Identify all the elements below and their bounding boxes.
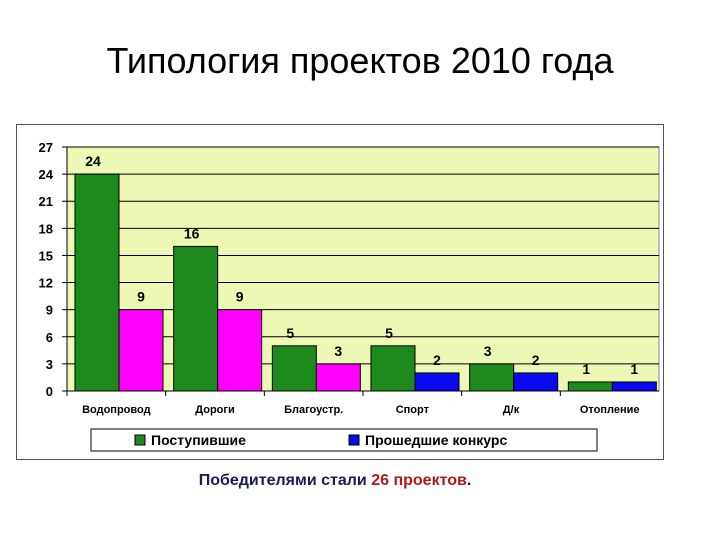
bar-received-0 bbox=[74, 173, 120, 392]
bar-received-5 bbox=[567, 381, 613, 392]
x-tick-label: Д/к bbox=[503, 404, 520, 416]
y-tick-label: 27 bbox=[39, 140, 53, 155]
data-label-received-4: 3 bbox=[484, 343, 492, 359]
y-tick-label: 3 bbox=[46, 357, 53, 372]
bar-received-4 bbox=[469, 363, 515, 392]
y-tick-label: 6 bbox=[46, 330, 53, 345]
data-label-second-0: 9 bbox=[137, 289, 145, 305]
data-label-second-4: 2 bbox=[532, 352, 540, 368]
data-label-second-2: 3 bbox=[334, 343, 342, 359]
data-label-received-2: 5 bbox=[286, 325, 294, 341]
caption-word: проектов bbox=[393, 472, 467, 489]
data-label-second-5: 1 bbox=[630, 361, 638, 377]
bar-second-1 bbox=[217, 309, 263, 392]
x-tick-label: Спорт bbox=[396, 404, 430, 416]
bar-received-1 bbox=[173, 245, 219, 392]
legend-label-1: Прошедшие конкурс bbox=[365, 432, 507, 448]
x-tick-label: Отопление bbox=[580, 404, 640, 416]
y-tick-label: 12 bbox=[39, 276, 53, 291]
legend-swatch-1 bbox=[348, 434, 360, 446]
y-tick-label: 15 bbox=[39, 248, 53, 263]
bar-second-4 bbox=[513, 372, 559, 392]
data-label-received-3: 5 bbox=[385, 325, 393, 341]
bar-second-3 bbox=[414, 372, 460, 392]
caption-suffix: . bbox=[466, 472, 472, 489]
y-tick-label: 0 bbox=[46, 384, 53, 399]
y-tick-label: 21 bbox=[39, 194, 53, 209]
plot-area bbox=[66, 146, 660, 392]
y-tick-label: 9 bbox=[46, 303, 53, 318]
legend-swatch-0 bbox=[134, 434, 146, 446]
y-tick-label: 24 bbox=[39, 167, 54, 182]
summary-caption: Победителями стали 26 проектов. bbox=[0, 472, 670, 490]
legend-box bbox=[90, 428, 598, 452]
legend-label-0: Поступившие bbox=[151, 432, 246, 448]
bar-received-2 bbox=[271, 345, 317, 392]
bar-second-0 bbox=[118, 309, 164, 392]
x-tick-label: Водопровод bbox=[82, 404, 150, 416]
bar-chart: 0369121518212427249Водопровод169Дороги53… bbox=[39, 140, 660, 452]
y-tick-label: 18 bbox=[39, 221, 53, 236]
data-label-second-3: 2 bbox=[433, 352, 441, 368]
data-label-second-1: 9 bbox=[236, 289, 244, 305]
bar-second-2 bbox=[315, 363, 361, 392]
data-label-received-1: 16 bbox=[184, 225, 200, 241]
data-label-received-5: 1 bbox=[582, 361, 590, 377]
chart-frame: 0 3 6 9 12 15 18 21 24 27 24 9 Водопровод 16 9 Дороги 5 3… bbox=[16, 124, 664, 460]
data-label-received-0: 24 bbox=[85, 153, 101, 169]
x-tick-label: Благоустр. bbox=[284, 404, 343, 416]
bar-second-5 bbox=[611, 381, 657, 392]
x-tick-label: Дороги bbox=[195, 404, 234, 416]
caption-count: 26 bbox=[371, 472, 389, 489]
caption-prefix: Победителями стали bbox=[198, 472, 372, 489]
bar-received-3 bbox=[370, 345, 416, 392]
slide-title: Типология проектов 2010 года bbox=[106, 40, 614, 81]
